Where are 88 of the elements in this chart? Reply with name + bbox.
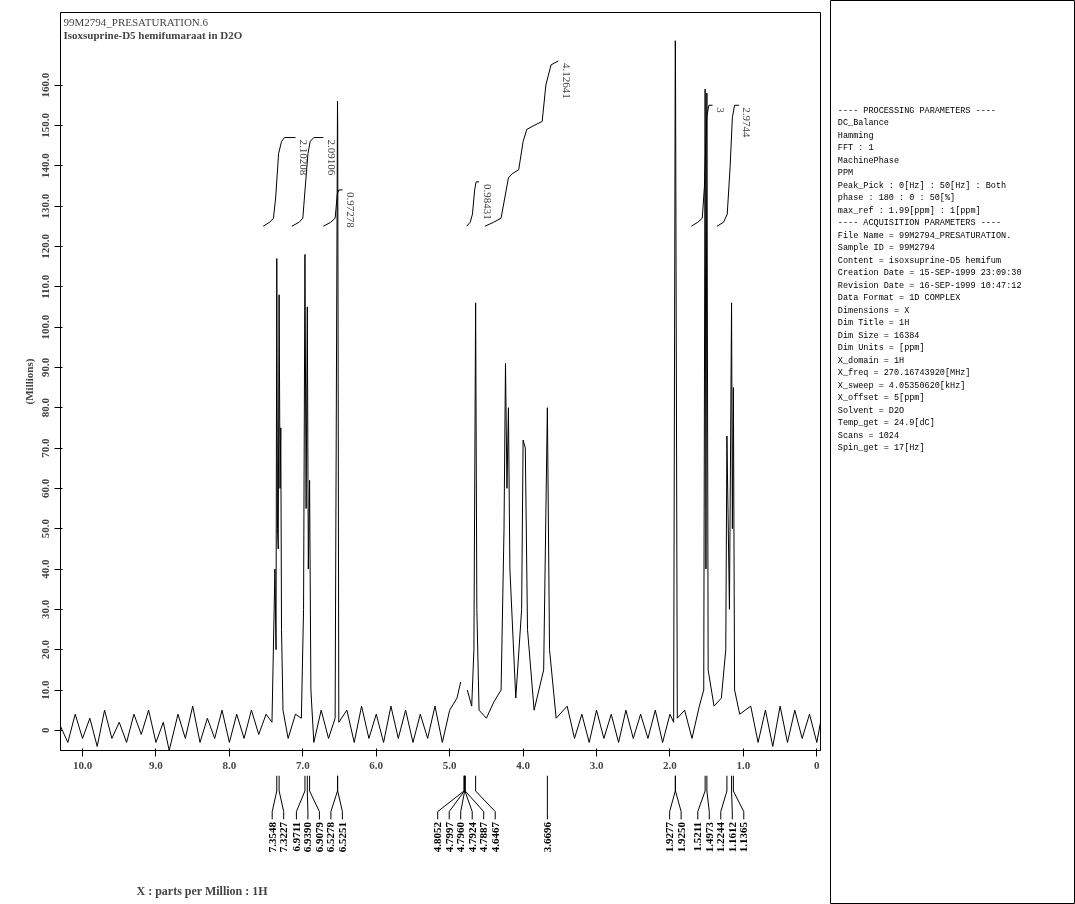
- annotation: 1.1365: [737, 821, 750, 853]
- annotation: 1.4973: [702, 821, 715, 853]
- text: X_freq = 270.16743920[MHz]: [837, 368, 971, 378]
- y-tick-label: 110.0: [39, 274, 52, 299]
- x-tick-label: 1.0: [736, 758, 751, 771]
- annotation: 6.5251: [335, 821, 348, 853]
- text: X_offset = 5[ppm]: [837, 393, 925, 403]
- text: X_domain = 1H: [837, 355, 905, 366]
- annotation: 4.7924: [465, 821, 478, 853]
- annotation: 4.7960: [454, 821, 467, 853]
- annotation: 3: [715, 107, 728, 114]
- text: Data Format = 1D COMPLEX: [837, 293, 961, 303]
- chart-title: 99M2794_PRESATURATION.6: [63, 15, 209, 28]
- text: Dim Size = 16384: [837, 330, 920, 341]
- y-tick-label: 80.0: [39, 397, 52, 418]
- text: ---- ACQUISITION PARAMETERS ----: [837, 218, 1002, 228]
- annotation: 7.3548: [265, 821, 278, 853]
- annotation: 4.7887: [477, 821, 490, 853]
- y-tick-label: 100.0: [39, 314, 52, 340]
- y-tick-label: 140.0: [39, 152, 52, 179]
- annotation: 6.9079: [312, 821, 325, 853]
- text: Peak_Pick : 0[Hz] : 50[Hz] : Both: [837, 180, 1007, 191]
- annotation: 2.10208: [297, 139, 310, 176]
- annotation: 0.97278: [344, 191, 357, 229]
- text: Hamming: [837, 130, 874, 141]
- x-tick-label: 5.0: [442, 758, 458, 771]
- annotation: 1.9277: [663, 821, 676, 853]
- text: Isoxsuprine-D5 hemifumaraat in D2O: [63, 28, 243, 41]
- text: FFT : 1: [837, 143, 874, 153]
- annotation: 4.7997: [442, 821, 455, 853]
- y-tick-label: 10.0: [39, 679, 52, 700]
- text: Sample ID = 99M2794: [837, 243, 935, 253]
- text: ---- PROCESSING PARAMETERS ----: [837, 105, 996, 116]
- x-axis-title: X : parts per Million : 1H: [136, 884, 269, 899]
- text: MachinePhase: [837, 155, 900, 166]
- text: Spin_get = 17[Hz]: [837, 443, 925, 453]
- annotation: 6.9711: [289, 821, 302, 852]
- annotation: 6.5278: [324, 821, 337, 853]
- annotation: 4.8052: [431, 821, 444, 853]
- x-tick-label: 7.0: [295, 758, 311, 771]
- y-tick-label: 0: [39, 727, 52, 734]
- text: File Name = 99M2794_PRESATURATION.: [837, 230, 1012, 241]
- text: DC_Balance: [837, 118, 889, 128]
- annotation: 3.6696: [540, 821, 553, 853]
- text: X_sweep = 4.05350620[kHz]: [837, 380, 966, 391]
- x-tick-label: 6.0: [369, 758, 384, 771]
- annotation: 4.12641: [560, 62, 573, 99]
- text: Dim Units = [ppm]: [837, 343, 925, 353]
- y-tick-label: 120.0: [39, 233, 52, 259]
- x-tick-label: 10.0: [72, 758, 93, 771]
- text: Solvent = D2O: [837, 405, 905, 416]
- annotation: 1.1612: [725, 821, 738, 853]
- text: Temp_get = 24.9[dC]: [837, 418, 935, 428]
- x-tick-label: 2.0: [663, 758, 678, 771]
- annotation: 6.9390: [301, 821, 314, 853]
- annotation: 1.5211: [691, 821, 704, 852]
- annotation: 1.2244: [714, 821, 727, 853]
- y-tick-label: 130.0: [39, 193, 52, 219]
- x-tick-label: 4.0: [516, 758, 531, 771]
- x-tick-label: 9.0: [149, 758, 164, 771]
- annotation: 2.9744: [741, 107, 754, 138]
- y-tick-label: 50.0: [39, 518, 52, 539]
- annotation: 7.3227: [277, 821, 290, 853]
- x-tick-label: 0: [814, 758, 821, 771]
- x-tick-label: 8.0: [222, 758, 237, 771]
- x-tick-label: 3.0: [589, 758, 604, 771]
- text: max_ref : 1.99[ppm] : 1[ppm]: [837, 205, 981, 216]
- annotation: 4.6467: [488, 821, 501, 853]
- text: PPM: [837, 168, 854, 178]
- y-tick-label: 70.0: [39, 437, 52, 458]
- text: Dim Title = 1H: [837, 318, 910, 328]
- text: Content = isoxsuprine-D5 hemifum: [837, 255, 1002, 266]
- annotation: 1.9250: [674, 821, 687, 853]
- text: phase : 180 : 0 : 50[%]: [837, 193, 956, 203]
- y-tick-label: 150.0: [39, 112, 52, 138]
- annotation: 2.09106: [325, 139, 338, 176]
- y-tick-label: 90.0: [39, 357, 52, 378]
- y-axis-title: (Millions): [22, 358, 36, 405]
- y-tick-label: 40.0: [39, 558, 52, 579]
- y-tick-label: 30.0: [39, 599, 52, 619]
- y-tick-label: 160.0: [39, 72, 52, 98]
- text: Revision Date = 16-SEP-1999 10:47:12: [837, 280, 1022, 291]
- text: Scans = 1024: [837, 430, 900, 441]
- annotation: 0.98431: [481, 183, 494, 220]
- text: Creation Date = 15-SEP-1999 23:09:30: [837, 268, 1022, 278]
- text: Dimensions = X: [837, 305, 910, 316]
- y-tick-label: 20.0: [39, 639, 52, 660]
- y-tick-label: 60.0: [39, 478, 52, 498]
